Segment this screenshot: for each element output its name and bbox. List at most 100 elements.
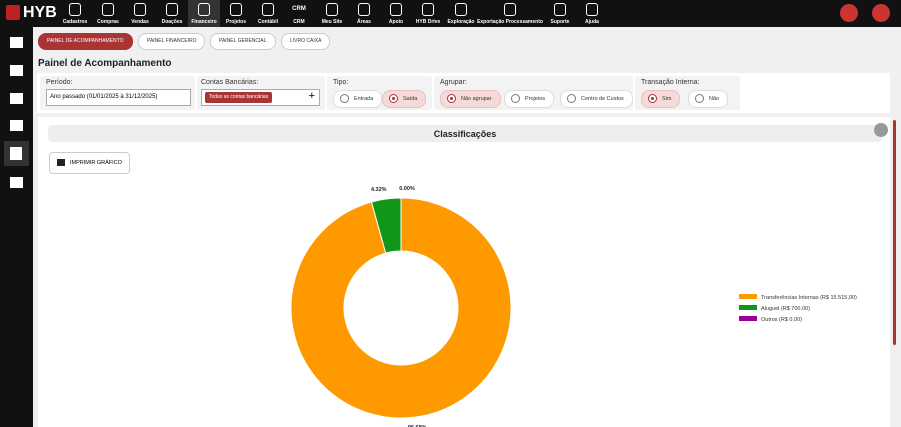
filter-label: Tipo: (333, 79, 349, 86)
radio (389, 94, 398, 103)
chip: Todas as contas bancárias (205, 92, 273, 103)
side-icon[interactable] (10, 37, 23, 48)
option-label: Não agrupar (461, 96, 492, 102)
menu-icon (102, 3, 114, 16)
sidebar (0, 27, 33, 427)
menu-icon (504, 3, 516, 16)
option-label: Sim (662, 96, 672, 102)
tab[interactable]: PAINEL GERENCIAL (210, 33, 276, 50)
menu-item[interactable]: Cadastros (59, 0, 91, 27)
radio-option[interactable]: Entrada (333, 90, 383, 108)
menu-icon (230, 3, 242, 16)
menu-item[interactable]: Meu Site (316, 0, 348, 27)
menu-icon-text: CRM (292, 6, 306, 12)
menu-label: Compras (97, 19, 119, 25)
filter-group: Agrupar: Não agrupar Projetos Centro de Cus… (434, 76, 633, 110)
menu-item[interactable]: Compras (92, 0, 124, 27)
tab[interactable]: PAINEL FINANCEIRO (138, 33, 206, 50)
menu-item[interactable]: Ajuda (576, 0, 608, 27)
menu-item[interactable]: Exportação Processamento (475, 0, 545, 27)
menu-item[interactable]: Projetos (220, 0, 252, 27)
page-title: Painel de Acompanhamento (38, 58, 172, 69)
option-label: Entrada (354, 96, 374, 102)
filter-label: Período: (46, 79, 73, 86)
menu-item[interactable]: Contábil (252, 0, 284, 27)
radio-option[interactable]: Centro de Custos (560, 90, 633, 108)
filter-label: Contas Bancárias: (201, 79, 259, 86)
menu-label: HYB Drive (415, 19, 441, 25)
filter-label: Agrupar: (440, 79, 467, 86)
scrollbar[interactable] (893, 120, 896, 345)
side-icon[interactable] (10, 65, 23, 76)
radio (340, 94, 349, 103)
side-icon[interactable] (10, 177, 23, 188)
filter-group: Tipo: Entrada Saída (327, 76, 432, 110)
radio (648, 94, 657, 103)
top-bar: HYB Cadastros Compras Vendas Doações Finance… (0, 0, 901, 27)
menu-item[interactable]: Suporte (544, 0, 576, 27)
logo: HYB (23, 4, 57, 21)
radio-option[interactable]: Saída (382, 90, 427, 108)
menu-icon (554, 3, 566, 16)
menu-label: Suporte (550, 19, 570, 25)
menu-label: Projetos (225, 19, 246, 25)
menu-icon (455, 3, 467, 16)
option-label: Saída (403, 96, 418, 102)
power-button[interactable] (872, 4, 890, 22)
side-active[interactable] (4, 141, 29, 166)
menu-label: Doações (161, 19, 183, 25)
menu-item[interactable]: Áreas (348, 0, 380, 27)
chart-panel (38, 117, 890, 427)
menu-icon (390, 3, 402, 16)
menu-label: Ajuda (585, 19, 599, 25)
menu-item[interactable]: Apoio (380, 0, 412, 27)
menu-icon (358, 3, 370, 16)
select[interactable]: Todas as contas bancárias + (201, 89, 320, 106)
radio-option[interactable]: Projetos (504, 90, 555, 108)
menu-label: Cadastros (62, 19, 88, 25)
side-icon[interactable] (10, 93, 23, 104)
radio (695, 94, 704, 103)
radio-option[interactable]: Sim (641, 90, 681, 108)
side-icon[interactable] (10, 120, 23, 131)
logo-icon (6, 5, 20, 20)
menu-label: Contábil (258, 19, 278, 25)
radio (447, 94, 456, 103)
menu-label: Meu Site (321, 19, 343, 25)
menu-item[interactable]: CRM CRM (283, 0, 315, 27)
radio-option[interactable]: Não agrupar (440, 90, 501, 108)
tab[interactable]: LIVRO CAIXA (281, 33, 331, 50)
menu-label: Vendas (131, 19, 149, 25)
tab[interactable]: PAINEL DE ACOMPANHAMENTO (38, 33, 133, 50)
option-label: Centro de Custos (581, 96, 624, 102)
filter-group: Transação Interna: Sim Não (635, 76, 740, 110)
menu-label: Exportação Processamento (477, 19, 543, 25)
date-value: Ano passado (01/01/2025 à 31/12/2025) (50, 94, 158, 100)
menu-item[interactable]: Exploração (445, 0, 477, 27)
filter-group: Contas Bancárias: Todas as contas bancár… (197, 76, 325, 110)
option-label: Não (709, 96, 720, 102)
print-button[interactable]: IMPRIMIR GRÁFICO (49, 152, 130, 174)
date-input[interactable]: Ano passado (01/01/2025 à 31/12/2025) (46, 89, 191, 106)
menu-label: Áreas (357, 19, 371, 25)
radio-option[interactable]: Não (688, 90, 729, 108)
menu-item[interactable]: Financeiro (188, 0, 220, 27)
menu-label: Exploração (447, 19, 475, 25)
menu-label: Apoio (388, 19, 404, 25)
option-label: Projetos (525, 96, 546, 102)
menu-icon (326, 3, 338, 16)
menu-icon (262, 3, 274, 16)
radio (511, 94, 520, 103)
filter-group: Período: Ano passado (01/01/2025 à 31/12… (40, 76, 195, 110)
filter-label: Transação Interna: (641, 79, 700, 86)
menu-item[interactable]: Doações (156, 0, 188, 27)
tools-button[interactable] (840, 4, 858, 22)
menu-icon (69, 3, 81, 16)
menu-item[interactable]: Vendas (124, 0, 156, 27)
menu-item[interactable]: HYB Drive (412, 0, 444, 27)
menu-icon (134, 3, 146, 16)
menu-icon (166, 3, 178, 16)
menu-icon (198, 3, 210, 16)
add-icon[interactable]: + (308, 90, 315, 102)
